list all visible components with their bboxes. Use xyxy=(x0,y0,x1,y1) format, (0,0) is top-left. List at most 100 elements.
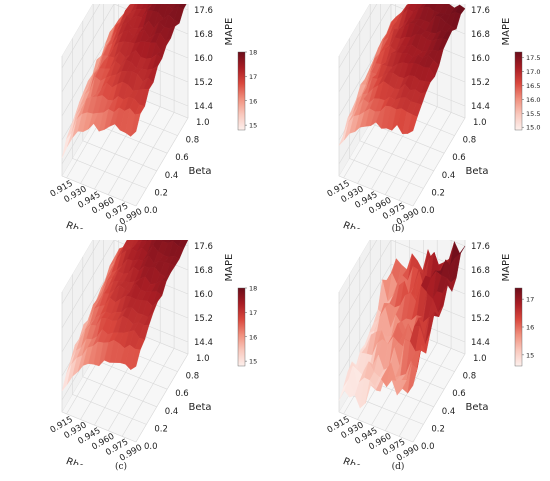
z-tick-label: 16.0 xyxy=(471,54,490,64)
z-tick-label: 15.2 xyxy=(471,314,490,324)
surface-facet xyxy=(407,114,418,134)
z-tick-label: 16.0 xyxy=(194,290,213,300)
colorbar-tick-label: 16 xyxy=(526,324,534,332)
grid-line xyxy=(82,256,157,408)
y-tick-label: 0.8 xyxy=(463,372,477,382)
grid-line xyxy=(72,38,147,189)
grid-line xyxy=(349,38,424,189)
z-tick-label: 16.8 xyxy=(471,266,490,276)
y-tick-label: 0.8 xyxy=(186,372,200,382)
grid-line xyxy=(61,292,137,443)
y-tick-label: 0.4 xyxy=(442,407,456,417)
grid-line xyxy=(61,56,137,207)
colorbar-tick-label: 16 xyxy=(249,333,257,341)
y-tick-label: 1.0 xyxy=(473,118,487,128)
grid-line xyxy=(359,20,434,172)
z-tick-label: 16.8 xyxy=(194,30,213,40)
y-tick-label: 0.0 xyxy=(421,206,435,216)
z-tick-label: 14.4 xyxy=(194,102,213,112)
y-tick-label: 1.0 xyxy=(473,354,487,364)
y-tick-label: 1.0 xyxy=(196,118,210,128)
z-tick-label: 15.2 xyxy=(471,78,490,88)
z-tick-label: 16.8 xyxy=(194,266,213,276)
y-tick-label: 0.8 xyxy=(463,136,477,146)
z-tick-label: 16.0 xyxy=(194,54,213,64)
caption-d: (d) xyxy=(391,462,405,472)
colorbar-tick-label: 15 xyxy=(526,351,534,359)
colorbar-tick-label: 16.5 xyxy=(526,82,540,90)
grid-line xyxy=(338,240,466,329)
grid-line xyxy=(82,20,157,172)
colorbar-tick-label: 15.5 xyxy=(526,110,540,118)
colorbar-tick-label: 15 xyxy=(249,122,257,130)
caption-b: (b) xyxy=(391,224,405,234)
z-tick-label: 14.4 xyxy=(194,338,213,348)
z-tick-label: 17.6 xyxy=(471,242,490,252)
z-tick-label: 14.4 xyxy=(471,102,490,112)
grid-line xyxy=(72,274,147,425)
colorbar-tick-label: 18 xyxy=(249,285,257,293)
y-tick-label: 0.6 xyxy=(175,389,189,399)
z-axis-label: MAPE xyxy=(224,18,235,46)
grid-line xyxy=(61,4,189,69)
grid-line xyxy=(338,292,414,443)
surface-facet xyxy=(130,348,141,371)
colorbar-tick-label: 17.0 xyxy=(526,68,540,76)
z-axis-label: MAPE xyxy=(224,254,235,282)
y-tick-label: 0.2 xyxy=(154,188,168,198)
y-axis-label: Beta xyxy=(465,402,488,413)
z-tick-label: 16.8 xyxy=(471,30,490,40)
colorbar xyxy=(514,51,523,131)
y-tick-label: 0.0 xyxy=(144,442,158,452)
y-tick-label: 0.4 xyxy=(165,407,179,417)
colorbar-tick-label: 16 xyxy=(249,97,257,105)
grid-line xyxy=(338,240,466,305)
z-tick-label: 15.2 xyxy=(194,314,213,324)
colorbar xyxy=(237,51,246,131)
z-tick-label: 14.4 xyxy=(471,338,490,348)
z-axis-label: MAPE xyxy=(501,18,512,46)
x-axis-label: Rho A xyxy=(341,220,373,229)
surface-facet xyxy=(407,363,418,394)
grid-line xyxy=(61,240,189,305)
y-tick-label: 0.6 xyxy=(452,389,466,399)
y-axis-label: Beta xyxy=(188,166,211,177)
x-axis-label: Rho A xyxy=(64,456,96,465)
y-tick-label: 0.0 xyxy=(144,206,158,216)
grid-line xyxy=(338,4,466,69)
colorbar xyxy=(237,287,246,367)
y-tick-label: 1.0 xyxy=(196,354,210,364)
y-tick-label: 0.0 xyxy=(421,442,435,452)
z-axis-label: MAPE xyxy=(501,254,512,282)
y-tick-label: 0.2 xyxy=(431,188,445,198)
y-axis-label: Beta xyxy=(465,166,488,177)
x-axis-label: Rho A xyxy=(64,220,96,229)
y-tick-label: 0.6 xyxy=(452,153,466,163)
y-tick-label: 0.2 xyxy=(154,424,168,434)
y-tick-label: 0.8 xyxy=(186,136,200,146)
z-tick-label: 17.6 xyxy=(194,6,213,16)
x-axis-label: Rho A xyxy=(341,456,373,465)
colorbar-tick-label: 15 xyxy=(249,358,257,366)
y-tick-label: 0.2 xyxy=(431,424,445,434)
z-tick-label: 17.6 xyxy=(194,242,213,252)
y-axis-label: Beta xyxy=(188,402,211,413)
colorbar-tick-label: 17 xyxy=(249,309,257,317)
grid-line xyxy=(338,56,414,207)
colorbar-tick-label: 17.5 xyxy=(526,54,540,62)
z-tick-label: 15.2 xyxy=(194,78,213,88)
caption-a: (a) xyxy=(114,224,128,234)
z-tick-label: 17.6 xyxy=(471,6,490,16)
surface-facet xyxy=(130,113,141,137)
colorbar-tick-label: 16.0 xyxy=(526,96,540,104)
colorbar-tick-label: 18 xyxy=(249,49,257,57)
caption-c: (c) xyxy=(114,462,128,472)
y-tick-label: 0.4 xyxy=(165,171,179,181)
colorbar xyxy=(514,287,523,367)
colorbar-tick-label: 17 xyxy=(526,296,534,304)
